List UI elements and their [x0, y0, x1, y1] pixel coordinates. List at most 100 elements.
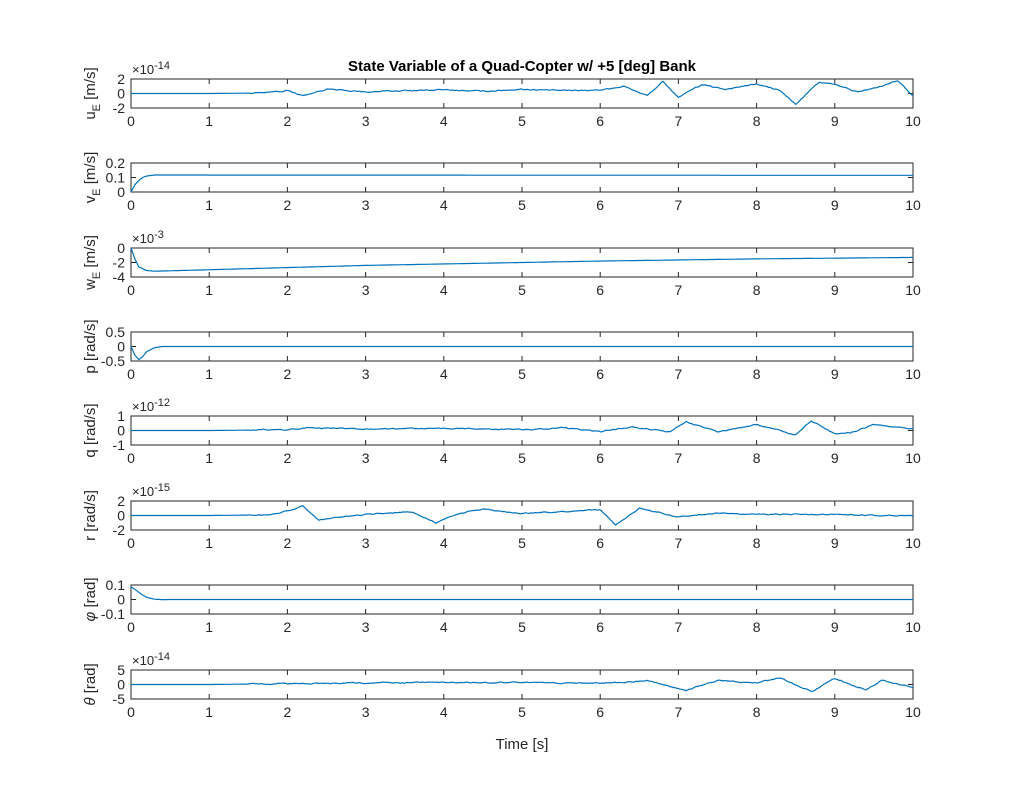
series-line-8	[131, 677, 914, 693]
x-tick-label: 6	[596, 113, 604, 129]
y-tick-label: -5	[113, 691, 126, 707]
x-tick-label: 1	[205, 619, 213, 635]
x-tick-label: 3	[362, 619, 370, 635]
x-tick-label: 8	[753, 535, 761, 551]
x-tick-label: 6	[596, 197, 604, 213]
x-tick-label: 8	[753, 366, 761, 382]
x-tick-label: 4	[440, 282, 448, 298]
y-axis-label: wE [m/s]	[82, 235, 103, 291]
x-tick-label: 4	[440, 366, 448, 382]
x-tick-label: 5	[518, 535, 526, 551]
x-tick-label: 3	[362, 282, 370, 298]
x-tick-label: 10	[905, 535, 921, 551]
x-tick-label: 1	[205, 197, 213, 213]
x-tick-label: 1	[205, 535, 213, 551]
x-tick-label: 5	[518, 113, 526, 129]
x-tick-label: 2	[284, 113, 292, 129]
x-tick-label: 1	[205, 282, 213, 298]
x-tick-label: 4	[440, 535, 448, 551]
x-tick-label: 5	[518, 197, 526, 213]
x-tick-label: 9	[831, 282, 839, 298]
x-tick-label: 10	[905, 704, 921, 720]
series-line-6	[131, 505, 914, 526]
y-exponent-label: ×10-15	[132, 482, 170, 499]
x-tick-label: 6	[596, 619, 604, 635]
y-tick-label: 1	[117, 408, 125, 424]
x-tick-label: 6	[596, 282, 604, 298]
x-tick-label: 0	[127, 197, 135, 213]
y-tick-label: -2	[113, 255, 126, 271]
y-tick-label: 0	[117, 592, 125, 608]
x-tick-label: 3	[362, 535, 370, 551]
x-tick-label: 3	[362, 113, 370, 129]
y-tick-label: 0	[117, 508, 125, 524]
x-tick-label: 7	[675, 366, 683, 382]
x-tick-label: 3	[362, 197, 370, 213]
y-axis-label: p [rad/s]	[82, 319, 99, 373]
x-tick-label: 6	[596, 366, 604, 382]
x-tick-label: 6	[596, 535, 604, 551]
subplot-4: 0 1 2 3 4 5 6 7 8 9 100.50-0.5p [rad/s]	[82, 319, 921, 382]
y-tick-label: 0	[117, 423, 125, 439]
subplot-2: 0 1 2 3 4 5 6 7 8 9 10 0.20.10 vE [m/s]	[82, 152, 921, 213]
x-tick-label: 3	[362, 704, 370, 720]
x-tick-label: 8	[753, 113, 761, 129]
x-tick-label: 7	[675, 450, 683, 466]
x-tick-label: 8	[753, 450, 761, 466]
x-tick-label: 2	[284, 535, 292, 551]
x-tick-label: 9	[831, 197, 839, 213]
x-tick-label: 8	[753, 282, 761, 298]
y-axis-label: uE [m/s]	[82, 67, 103, 119]
x-tick-label: 9	[831, 704, 839, 720]
y-tick-label: 0	[117, 86, 125, 102]
x-tick-label: 0	[127, 450, 135, 466]
x-tick-label: 4	[440, 704, 448, 720]
chart-title: State Variable of a Quad-Copter w/ +5 [d…	[348, 58, 697, 75]
x-tick-label: 9	[831, 619, 839, 635]
x-tick-label: 10	[905, 366, 921, 382]
x-tick-label: 3	[362, 366, 370, 382]
y-tick-label: -2	[113, 522, 126, 538]
x-tick-label: 6	[596, 704, 604, 720]
x-tick-label: 1	[205, 704, 213, 720]
x-tick-label: 0	[127, 704, 135, 720]
y-tick-label: -0.5	[101, 353, 125, 369]
y-tick-label: 2	[117, 493, 125, 509]
x-tick-label: 7	[675, 619, 683, 635]
x-tick-label: 0	[127, 113, 135, 129]
x-tick-label: 0	[127, 619, 135, 635]
y-axis-label: r [rad/s]	[82, 490, 99, 541]
x-tick-label: 1	[205, 113, 213, 129]
y-axis-label: q [rad/s]	[82, 403, 99, 457]
x-tick-label: 4	[440, 619, 448, 635]
x-tick-label: 10	[905, 619, 921, 635]
series-line-2	[130, 174, 913, 193]
y-axis-label: φ [rad]	[82, 578, 99, 622]
y-exponent-label: ×10-14	[132, 60, 170, 77]
x-tick-label: 9	[831, 450, 839, 466]
x-tick-label: 9	[831, 113, 839, 129]
y-axis-label: θ [rad]	[82, 663, 99, 705]
x-tick-label: 7	[675, 282, 683, 298]
x-tick-label: 2	[284, 197, 292, 213]
x-tick-label: 1	[205, 366, 213, 382]
y-tick-label: 0	[117, 184, 125, 200]
y-tick-label: 0.2	[106, 155, 126, 171]
x-tick-label: 2	[284, 282, 292, 298]
x-tick-label: 8	[753, 197, 761, 213]
x-tick-label: 5	[518, 282, 526, 298]
x-tick-label: 7	[675, 113, 683, 129]
x-tick-label: 10	[905, 282, 921, 298]
series-line-4	[130, 345, 913, 361]
x-tick-label: 10	[905, 113, 921, 129]
y-tick-label: -0.1	[101, 606, 125, 622]
y-exponent-label: ×10-14	[132, 651, 170, 668]
series-line-5	[131, 420, 914, 436]
x-tick-label: 8	[753, 704, 761, 720]
series-line-7	[130, 586, 913, 601]
x-tick-label: 9	[831, 366, 839, 382]
x-tick-label: 7	[675, 197, 683, 213]
